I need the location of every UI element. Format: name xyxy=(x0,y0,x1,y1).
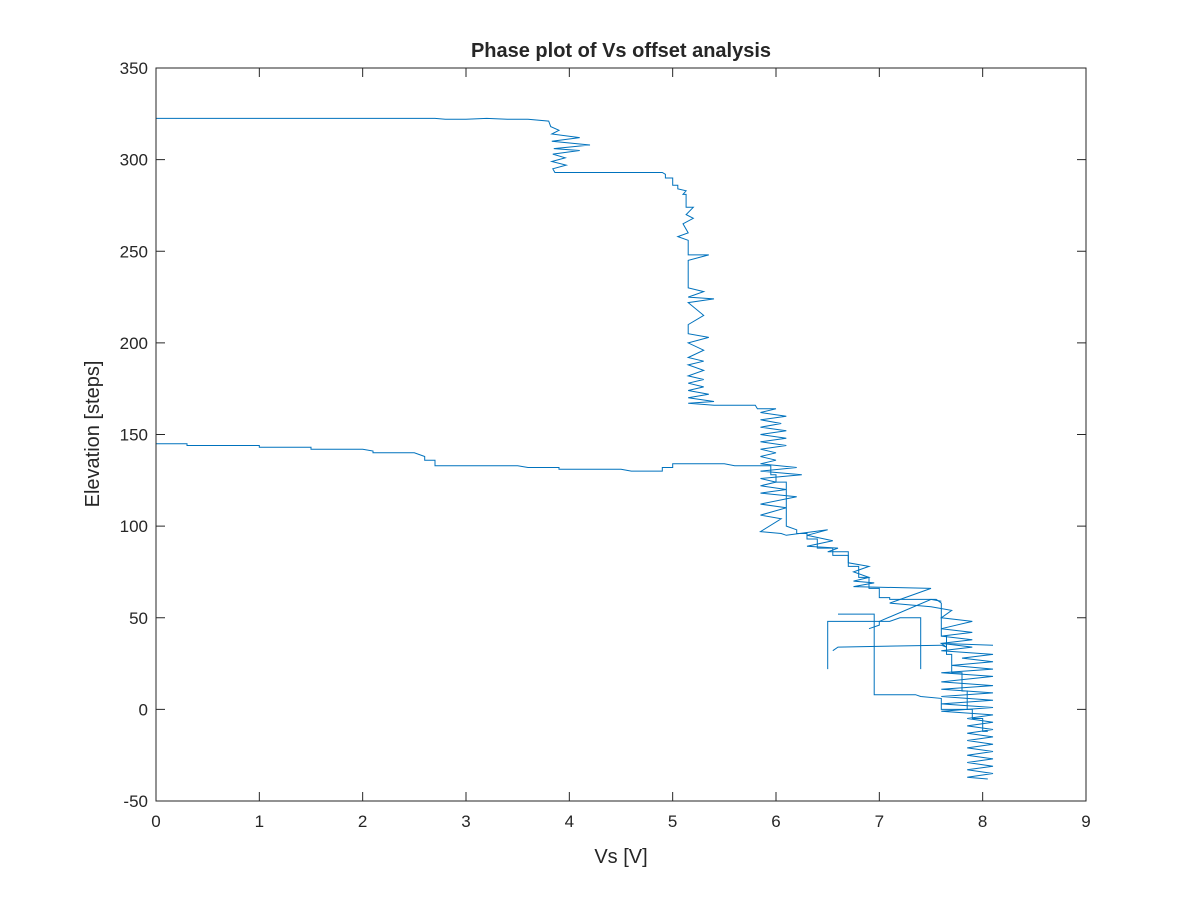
y-tick-label: 200 xyxy=(120,334,148,353)
x-tick-label: 3 xyxy=(461,812,470,831)
series-line-3 xyxy=(827,617,922,670)
x-tick-label: 4 xyxy=(565,812,574,831)
x-tick-label: 5 xyxy=(668,812,677,831)
y-tick-label: -50 xyxy=(123,792,148,811)
series-line-5 xyxy=(838,613,968,710)
x-tick-label: 9 xyxy=(1081,812,1090,831)
series-line-6 xyxy=(868,598,942,630)
y-tick-label: 100 xyxy=(120,517,148,536)
series-line-2 xyxy=(155,117,994,780)
y-tick-label: 150 xyxy=(120,426,148,445)
x-tick-label: 8 xyxy=(978,812,987,831)
y-tick-label: 300 xyxy=(120,151,148,170)
series-line-4 xyxy=(832,642,994,652)
x-tick-label: 7 xyxy=(875,812,884,831)
x-tick-label: 6 xyxy=(771,812,780,831)
x-axis-label: Vs [V] xyxy=(594,846,647,868)
series-line-1 xyxy=(156,443,988,732)
chart-title: Phase plot of Vs offset analysis xyxy=(471,40,771,62)
y-tick-label: 50 xyxy=(129,609,148,628)
y-tick-label: 350 xyxy=(120,59,148,78)
y-axis-label: Elevation [steps] xyxy=(82,361,104,508)
x-tick-label: 1 xyxy=(255,812,264,831)
x-tick-label: 2 xyxy=(358,812,367,831)
y-tick-label: 0 xyxy=(139,700,148,719)
x-tick-label: 0 xyxy=(151,812,160,831)
y-tick-label: 250 xyxy=(120,242,148,261)
